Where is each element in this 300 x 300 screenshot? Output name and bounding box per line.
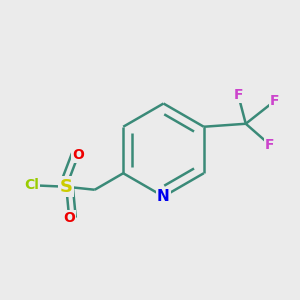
Text: Cl: Cl (24, 178, 39, 192)
Text: F: F (265, 138, 274, 152)
Text: N: N (157, 189, 170, 204)
Text: O: O (72, 148, 84, 162)
Text: S: S (60, 178, 73, 196)
Text: F: F (233, 88, 243, 102)
Text: O: O (63, 211, 75, 225)
Text: F: F (269, 94, 279, 108)
